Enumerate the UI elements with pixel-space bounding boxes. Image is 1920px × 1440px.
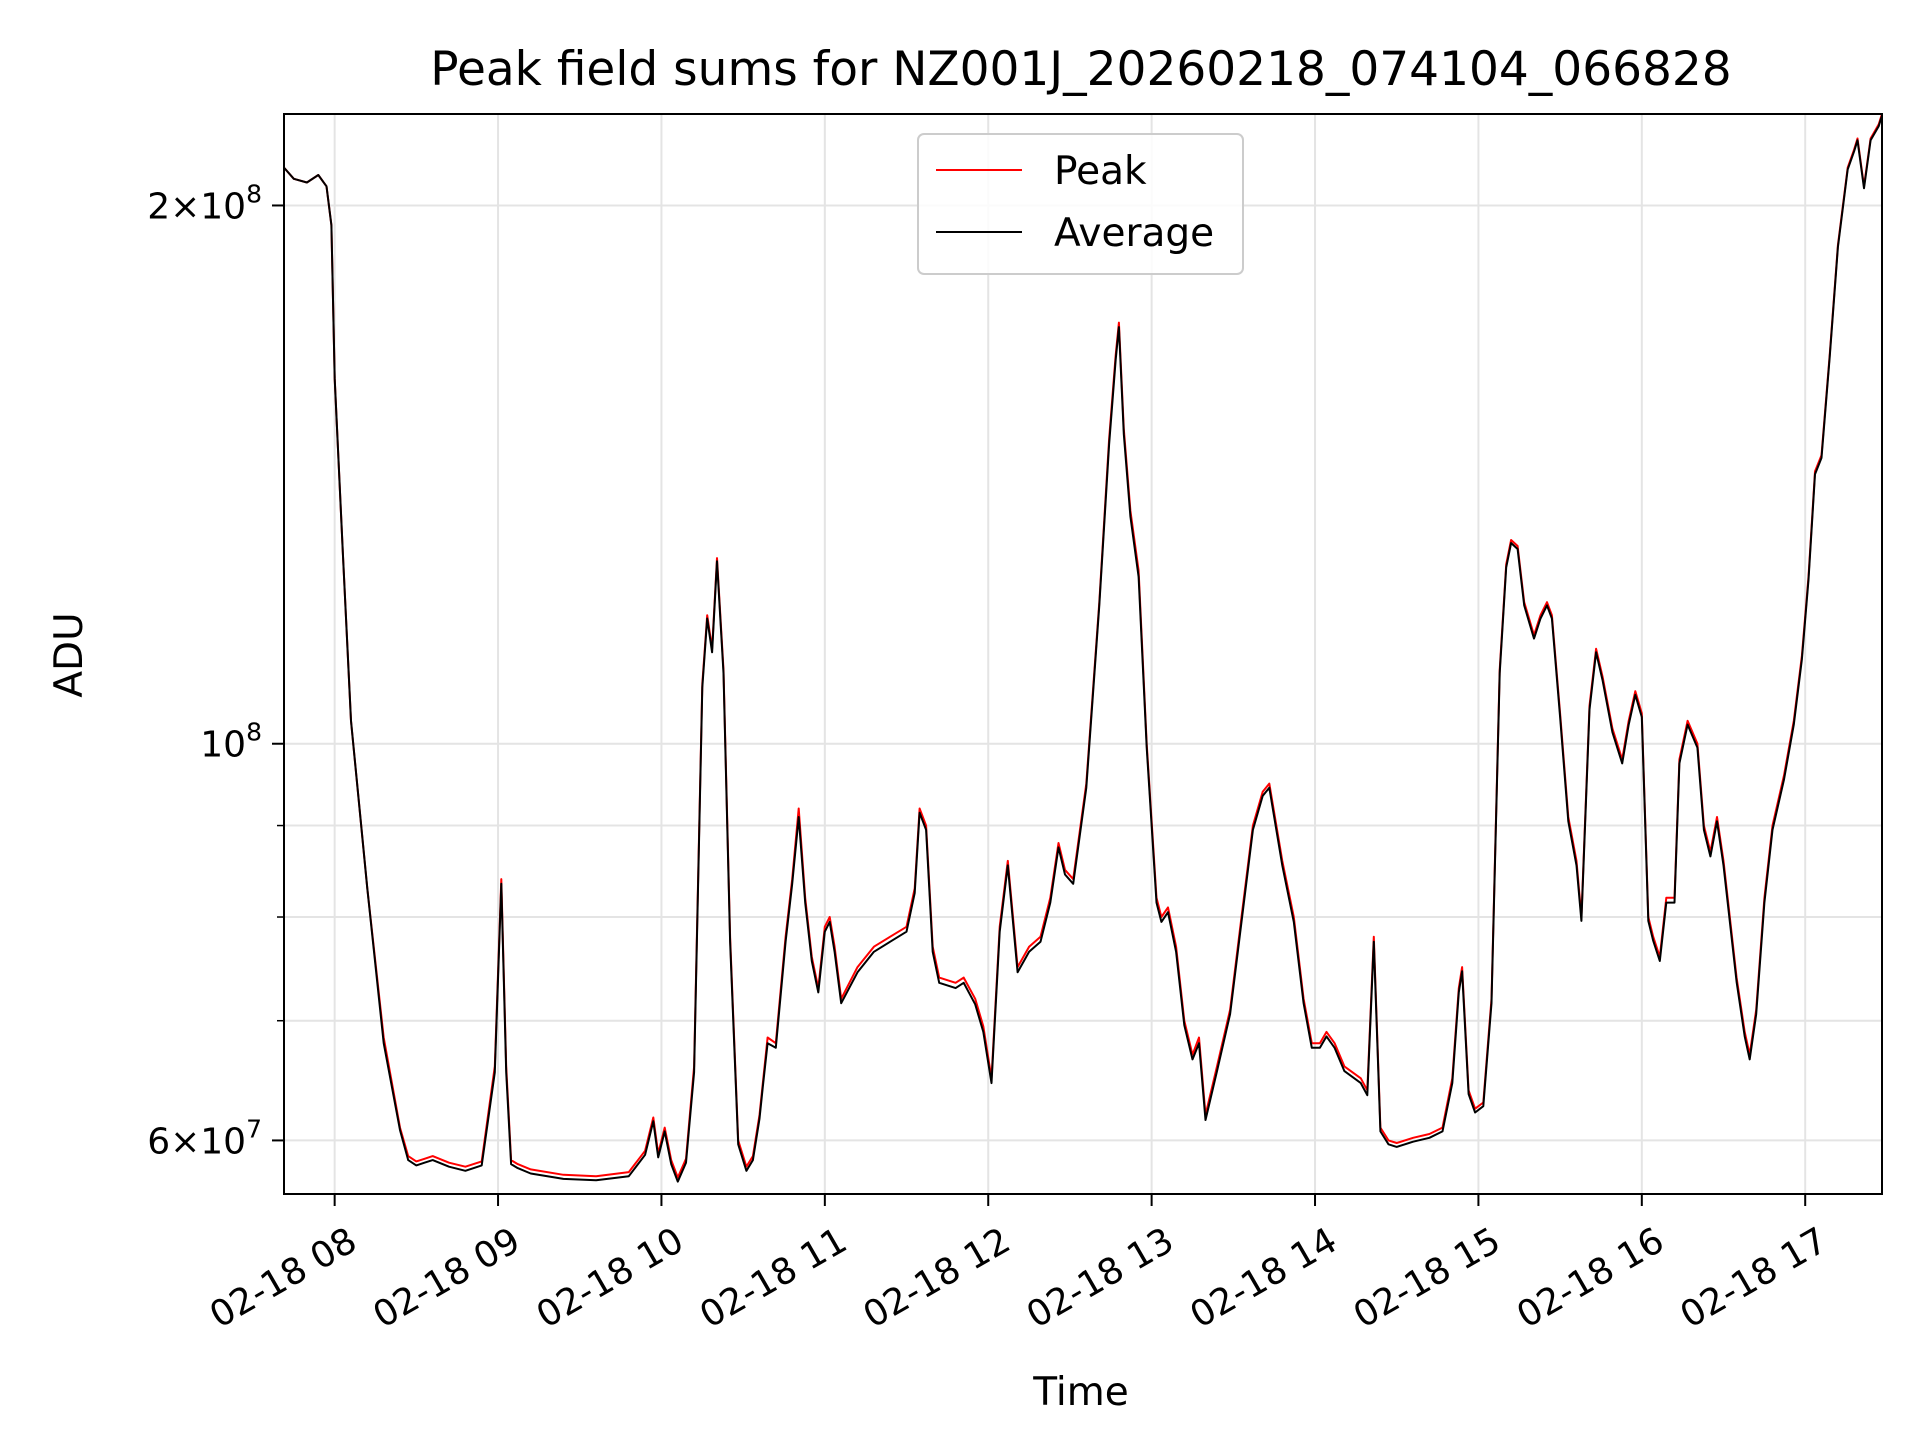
x-axis-label: Time bbox=[1032, 1370, 1128, 1415]
legend: Peak Average bbox=[917, 133, 1244, 275]
plot-area-frame bbox=[283, 113, 1883, 1195]
series-line-average bbox=[284, 115, 1882, 1183]
legend-label-peak: Peak bbox=[1054, 149, 1147, 194]
y-tick-label: 6×107 bbox=[147, 1114, 262, 1162]
y-axis: 6×107 108 2×108 bbox=[147, 179, 284, 1162]
y-tick-label: 2×108 bbox=[147, 179, 262, 227]
chart-title: Peak field sums for NZ001J_20260218_0741… bbox=[430, 42, 1731, 97]
y-tick-label: 108 bbox=[200, 718, 262, 766]
legend-label-average: Average bbox=[1054, 211, 1214, 256]
series-layer bbox=[284, 114, 1882, 1183]
y-axis-label: ADU bbox=[47, 612, 92, 697]
grid-lines bbox=[284, 114, 1882, 1194]
